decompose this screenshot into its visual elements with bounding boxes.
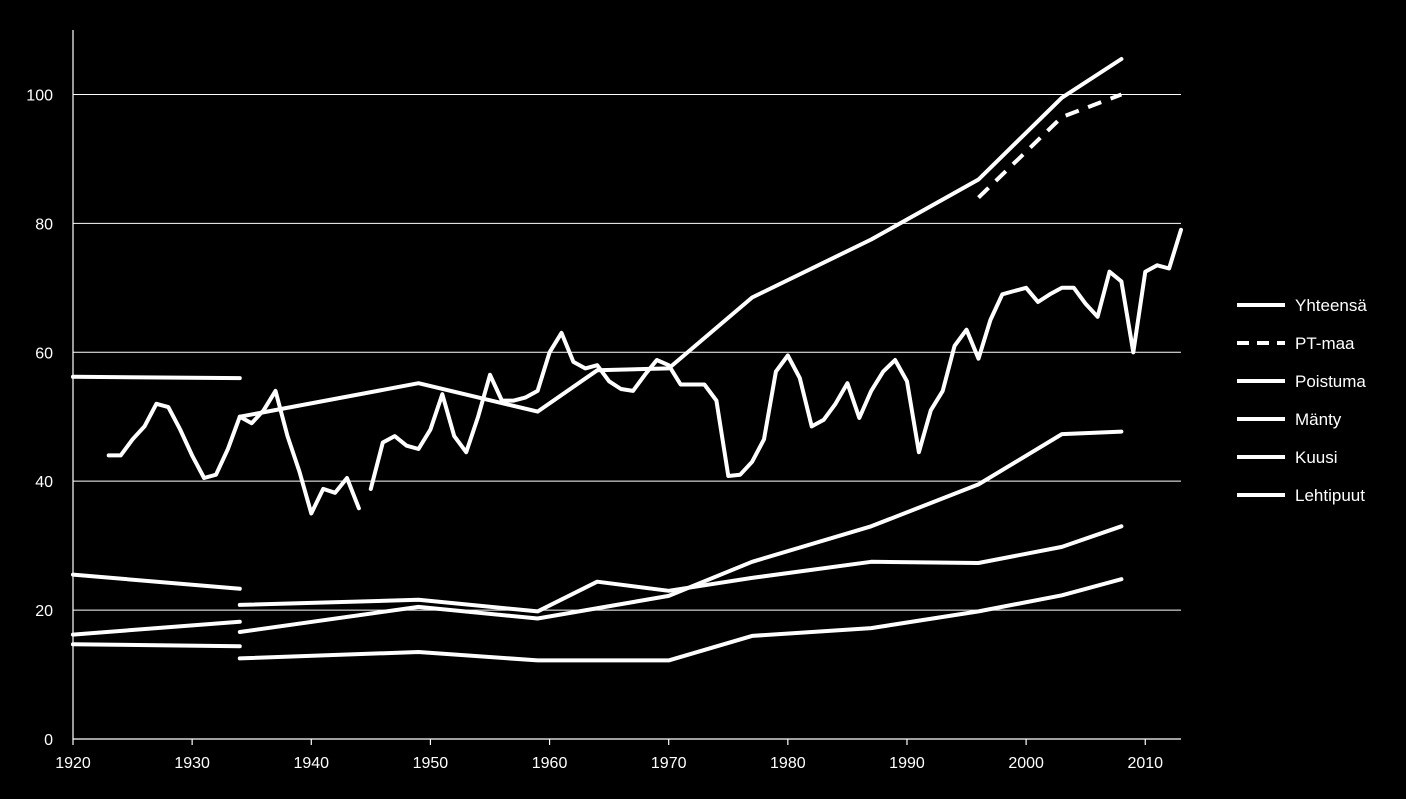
x-tick-label: 1960 xyxy=(532,755,568,772)
x-tick-label: 2010 xyxy=(1127,755,1163,772)
x-tick-label: 2000 xyxy=(1008,755,1044,772)
series-line xyxy=(237,524,1124,614)
legend-entry: Lehtipuut xyxy=(1237,486,1365,505)
series-line xyxy=(71,642,242,649)
y-tick-label: 20 xyxy=(35,603,53,620)
y-tick-label: 40 xyxy=(35,474,53,491)
series-1 xyxy=(71,57,1124,419)
x-tick-label: 1940 xyxy=(293,755,329,772)
x-tick-label: 1930 xyxy=(174,755,210,772)
series-line xyxy=(71,572,242,591)
legend-label: Mänty xyxy=(1295,410,1342,429)
legend-entry: PT-maa xyxy=(1237,334,1355,353)
legend-entry: Mänty xyxy=(1237,410,1342,429)
series-4 xyxy=(71,429,1124,634)
x-tick-label: 1980 xyxy=(770,755,806,772)
x-tick-label: 1970 xyxy=(651,755,687,772)
legend-label: Lehtipuut xyxy=(1295,486,1365,505)
series-line xyxy=(237,429,1124,634)
series-line xyxy=(71,374,242,381)
axes: 0 20 40 60 80 100 1920 1930 1940 1950 1960 1970 1980… xyxy=(26,30,1181,772)
legend-entry: Yhteensä xyxy=(1237,296,1367,315)
gridlines xyxy=(73,93,1181,611)
y-tick-label: 60 xyxy=(35,345,53,362)
x-tick-label: 1950 xyxy=(413,755,449,772)
series-line xyxy=(71,619,242,637)
legend: Yhteensä PT-maa Poistuma Mänty Kuusi Lehtipuu… xyxy=(1237,296,1367,505)
series-line xyxy=(237,577,1124,663)
series-3 xyxy=(106,227,1183,516)
y-tick-label: 0 xyxy=(44,732,53,749)
x-tick-label: 1990 xyxy=(889,755,925,772)
y-tick-label: 80 xyxy=(35,216,53,233)
x-tick-label: 1920 xyxy=(55,755,91,772)
series-lines xyxy=(71,57,1183,663)
series-6 xyxy=(71,577,1124,663)
series-line xyxy=(237,57,1124,419)
legend-label: Kuusi xyxy=(1295,448,1338,467)
legend-label: Poistuma xyxy=(1295,372,1366,391)
series-line xyxy=(106,388,361,516)
legend-entry: Kuusi xyxy=(1237,448,1338,467)
legend-label: Yhteensä xyxy=(1295,296,1367,315)
legend-label: PT-maa xyxy=(1295,334,1355,353)
series-5 xyxy=(71,524,1124,637)
legend-entry: Poistuma xyxy=(1237,372,1366,391)
y-tick-label: 100 xyxy=(26,87,53,104)
series-line xyxy=(368,227,1183,491)
